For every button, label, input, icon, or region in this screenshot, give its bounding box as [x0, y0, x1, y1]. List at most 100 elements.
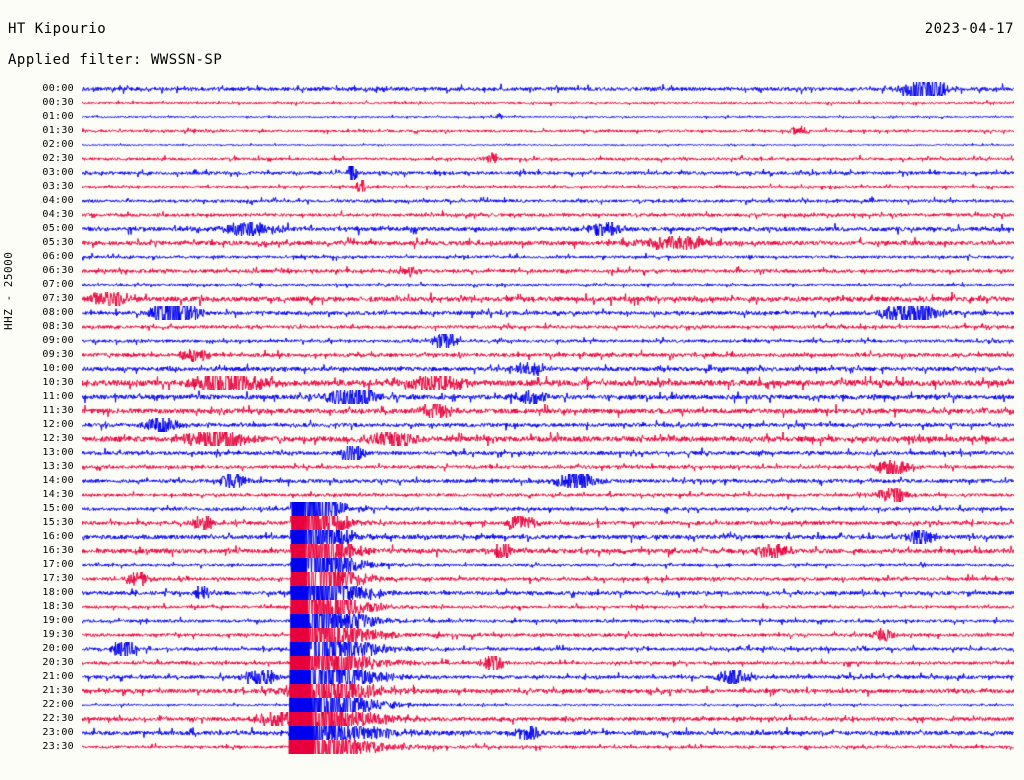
trace-row: 22:30 [0, 712, 1024, 726]
trace-waveform [82, 572, 1014, 586]
trace-time-label: 19:30 [42, 629, 74, 640]
trace-time-label: 03:30 [42, 181, 74, 192]
applied-filter-label: Applied filter: WWSSN-SP [8, 52, 223, 68]
trace-row: 14:30 [0, 488, 1024, 502]
trace-time-label: 09:00 [42, 335, 74, 346]
trace-row: 20:30 [0, 656, 1024, 670]
trace-waveform [82, 642, 1014, 656]
trace-waveform [82, 320, 1014, 334]
trace-time-label: 11:30 [42, 405, 74, 416]
trace-time-label: 07:00 [42, 279, 74, 290]
trace-waveform [82, 152, 1014, 166]
trace-waveform [82, 362, 1014, 376]
trace-time-label: 09:30 [42, 349, 74, 360]
trace-row: 13:30 [0, 460, 1024, 474]
trace-row: 14:00 [0, 474, 1024, 488]
trace-waveform [82, 516, 1014, 530]
trace-time-label: 02:00 [42, 139, 74, 150]
trace-waveform [82, 180, 1014, 194]
trace-waveform [82, 460, 1014, 474]
trace-row: 01:30 [0, 124, 1024, 138]
trace-row: 08:30 [0, 320, 1024, 334]
trace-time-label: 11:00 [42, 391, 74, 402]
trace-row: 02:00 [0, 138, 1024, 152]
trace-waveform [82, 334, 1014, 348]
trace-waveform [82, 656, 1014, 670]
trace-waveform [82, 222, 1014, 236]
trace-time-label: 01:00 [42, 111, 74, 122]
trace-row: 00:00 [0, 82, 1024, 96]
trace-waveform [82, 82, 1014, 96]
trace-row: 04:00 [0, 194, 1024, 208]
trace-waveform [82, 586, 1014, 600]
trace-waveform [82, 698, 1014, 712]
trace-row: 06:00 [0, 250, 1024, 264]
trace-time-label: 16:30 [42, 545, 74, 556]
trace-row: 21:30 [0, 684, 1024, 698]
trace-waveform [82, 348, 1014, 362]
trace-row: 17:30 [0, 572, 1024, 586]
trace-row: 18:30 [0, 600, 1024, 614]
trace-row: 16:30 [0, 544, 1024, 558]
trace-row: 16:00 [0, 530, 1024, 544]
trace-waveform [82, 614, 1014, 628]
trace-time-label: 08:00 [42, 307, 74, 318]
trace-row: 13:00 [0, 446, 1024, 460]
trace-row: 07:30 [0, 292, 1024, 306]
trace-row: 08:00 [0, 306, 1024, 320]
trace-row: 05:30 [0, 236, 1024, 250]
trace-row: 02:30 [0, 152, 1024, 166]
trace-time-label: 21:00 [42, 671, 74, 682]
helicorder-plot: 00:00 00:30 01:00 01:30 02:00 02:30 03:00 03:30… [0, 80, 1024, 780]
trace-row: 04:30 [0, 208, 1024, 222]
trace-waveform [82, 96, 1014, 110]
trace-time-label: 17:30 [42, 573, 74, 584]
trace-waveform [82, 124, 1014, 138]
trace-waveform [82, 194, 1014, 208]
trace-time-label: 14:30 [42, 489, 74, 500]
trace-waveform [82, 684, 1014, 698]
trace-time-label: 02:30 [42, 153, 74, 164]
trace-time-label: 23:00 [42, 727, 74, 738]
trace-row: 00:30 [0, 96, 1024, 110]
trace-row: 19:30 [0, 628, 1024, 642]
trace-row: 18:00 [0, 586, 1024, 600]
trace-waveform [82, 670, 1014, 684]
trace-waveform [82, 558, 1014, 572]
trace-row: 11:00 [0, 390, 1024, 404]
trace-time-label: 13:00 [42, 447, 74, 458]
trace-time-label: 10:00 [42, 363, 74, 374]
trace-time-label: 21:30 [42, 685, 74, 696]
trace-row: 09:30 [0, 348, 1024, 362]
trace-row: 05:00 [0, 222, 1024, 236]
record-date: 2023-04-17 [924, 21, 1014, 37]
trace-waveform [82, 390, 1014, 404]
trace-time-label: 20:00 [42, 643, 74, 654]
trace-waveform [82, 726, 1014, 740]
trace-waveform [82, 418, 1014, 432]
trace-waveform [82, 208, 1014, 222]
trace-waveform [82, 544, 1014, 558]
trace-row: 01:00 [0, 110, 1024, 124]
trace-waveform [82, 600, 1014, 614]
trace-row: 15:30 [0, 516, 1024, 530]
trace-waveform [82, 446, 1014, 460]
trace-time-label: 22:00 [42, 699, 74, 710]
trace-time-label: 20:30 [42, 657, 74, 668]
trace-time-label: 04:00 [42, 195, 74, 206]
trace-waveform [82, 404, 1014, 418]
trace-time-label: 04:30 [42, 209, 74, 220]
trace-row: 12:30 [0, 432, 1024, 446]
trace-row: 23:00 [0, 726, 1024, 740]
trace-time-label: 15:30 [42, 517, 74, 528]
trace-time-label: 05:30 [42, 237, 74, 248]
trace-time-label: 10:30 [42, 377, 74, 388]
trace-time-label: 13:30 [42, 461, 74, 472]
trace-waveform [82, 530, 1014, 544]
trace-waveform [82, 432, 1014, 446]
trace-waveform [82, 306, 1014, 320]
trace-time-label: 06:30 [42, 265, 74, 276]
trace-row: 06:30 [0, 264, 1024, 278]
trace-time-label: 22:30 [42, 713, 74, 724]
trace-time-label: 12:00 [42, 419, 74, 430]
